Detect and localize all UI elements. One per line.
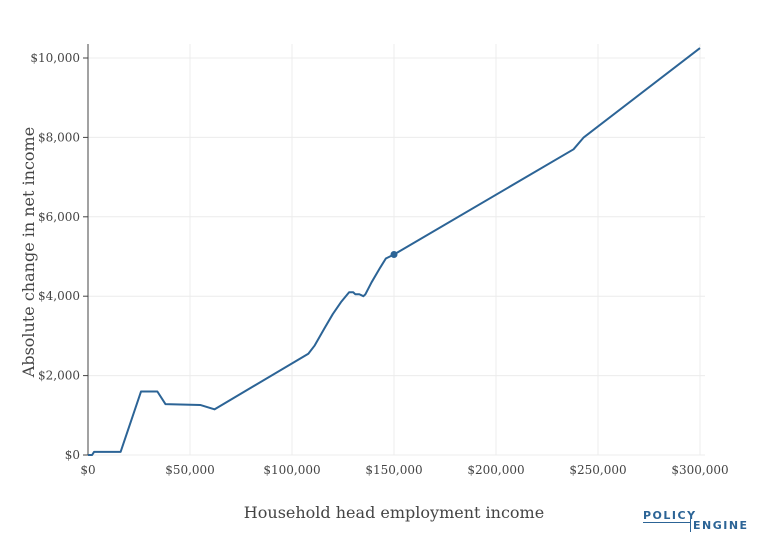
policyengine-logo: POLICY ENGINE [641, 509, 747, 543]
logo-bar [643, 522, 690, 523]
y-axis-ticks: $0 $2,000 $4,000 $6,000 $8,000 $10,000 [30, 51, 88, 462]
x-axis-title: Household head employment income [244, 503, 544, 522]
logo-text-engine: ENGINE [690, 519, 749, 532]
logo-text-policy: POLICY [643, 509, 697, 522]
y-tick-label: $10,000 [30, 51, 80, 65]
x-tick-label: $50,000 [165, 463, 215, 477]
y-axis-title: Absolute change in net income [19, 127, 38, 378]
y-tick-label: $4,000 [38, 289, 80, 303]
x-axis-ticks: $0 $50,000 $100,000 $150,000 $200,000 $250,00… [80, 463, 728, 477]
y-tick-label: $8,000 [38, 130, 80, 144]
y-tick-label: $6,000 [38, 210, 80, 224]
x-tick-label: $100,000 [263, 463, 320, 477]
series-line [88, 47, 701, 456]
highlight-point[interactable] [390, 251, 398, 259]
x-tick-label: $0 [80, 463, 95, 477]
x-tick-label: $300,000 [671, 463, 728, 477]
y-tick-label: $2,000 [38, 369, 80, 383]
y-tick-label: $0 [65, 448, 80, 462]
x-tick-label: $200,000 [467, 463, 524, 477]
x-tick-label: $250,000 [569, 463, 626, 477]
x-tick-label: $150,000 [365, 463, 422, 477]
series [88, 47, 701, 456]
gridlines [87, 44, 705, 456]
